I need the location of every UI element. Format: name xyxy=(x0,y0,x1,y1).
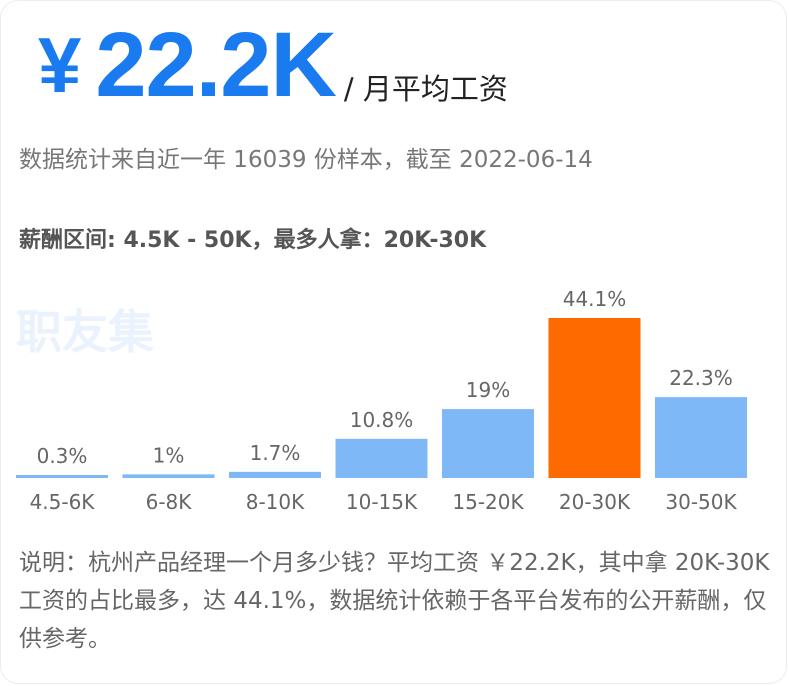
value-label-4.5-6K: 0.3% xyxy=(37,444,88,468)
bar-20-30K xyxy=(548,318,641,478)
salary-distribution-chart: 0.3% 4.5-6K 1% 6-8K 1.7% 8-10K 10.8% 10-15K 19% 1… xyxy=(16,287,747,514)
value-label-8-10K: 1.7% xyxy=(250,441,301,465)
category-label-8-10K: 8-10K xyxy=(246,490,305,514)
bar-30-50K xyxy=(655,397,747,478)
watermark-logo: 职友集 xyxy=(16,305,154,359)
currency-symbol: ¥ xyxy=(38,21,82,109)
value-label-20-30K: 44.1% xyxy=(563,287,627,311)
value-label-10-15K: 10.8% xyxy=(350,408,414,432)
bar-8-10K xyxy=(229,471,321,478)
bar-15-20K xyxy=(442,409,534,478)
average-salary-value: 22.2K xyxy=(95,14,336,116)
category-label-30-50K: 30-50K xyxy=(665,490,737,514)
category-label-4.5-6K: 4.5-6K xyxy=(30,490,96,514)
bar-4.5-6K xyxy=(16,475,108,478)
sample-info-text: 数据统计来自近一年 16039 份样本，截至 2022-06-14 xyxy=(19,147,593,173)
value-label-6-8K: 1% xyxy=(153,443,185,467)
value-label-15-20K: 19% xyxy=(466,378,510,402)
salary-headline: ¥ 22.2K / 月平均工资 xyxy=(38,14,508,116)
description-note: 说明：杭州产品经理一个月多少钱？平均工资 ￥22.2K，其中拿 20K-30K … xyxy=(19,550,770,652)
salary-unit-label: / 月平均工资 xyxy=(343,72,508,106)
value-label-30-50K: 22.3% xyxy=(669,366,733,390)
bar-6-8K xyxy=(122,474,215,478)
category-label-15-20K: 15-20K xyxy=(452,490,524,514)
category-label-6-8K: 6-8K xyxy=(146,490,193,514)
salary-range-text: 薪酬区间: 4.5K - 50K，最多人拿：20K-30K xyxy=(19,228,487,253)
bar-10-15K xyxy=(335,438,428,478)
category-label-10-15K: 10-15K xyxy=(346,490,418,514)
category-label-20-30K: 20-30K xyxy=(559,490,631,514)
